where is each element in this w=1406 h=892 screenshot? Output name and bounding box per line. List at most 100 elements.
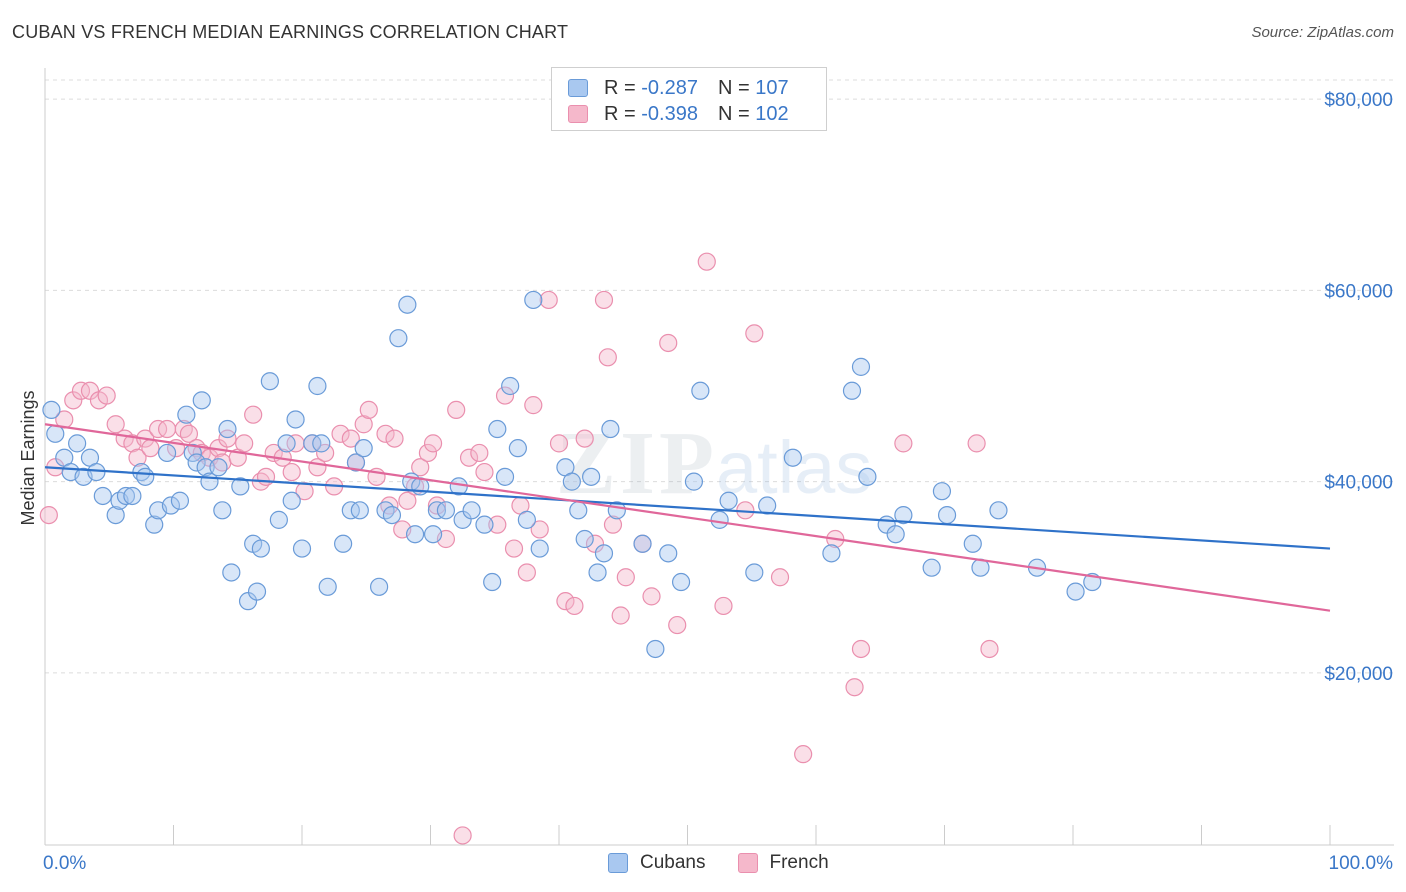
cubans-point <box>292 539 312 558</box>
bottom-legend: Cubans French <box>608 852 861 874</box>
cubans-point <box>269 510 288 529</box>
french-point <box>549 434 569 453</box>
cubans-point <box>462 501 481 520</box>
trend-lines <box>44 423 1331 612</box>
y-tick-label: $60,000 <box>1324 281 1393 302</box>
cubans-point <box>495 467 515 486</box>
source-label: Source: ZipAtlas.com <box>1251 24 1394 41</box>
french-point <box>411 458 430 477</box>
cubans-point <box>582 467 601 486</box>
cubans-point <box>196 458 215 477</box>
cubans-point <box>218 419 237 439</box>
french-point <box>794 745 813 764</box>
cubans-point <box>684 472 704 491</box>
french-point <box>770 568 790 587</box>
french-point <box>256 467 276 486</box>
legend-label-french: French <box>769 852 829 873</box>
french-swatch <box>568 105 588 123</box>
svg-text:atlas: atlas <box>716 426 872 509</box>
cubans-point <box>575 529 594 549</box>
cubans-point <box>308 376 327 396</box>
legend-label-cubans: Cubans <box>640 852 706 873</box>
cubans-swatch <box>608 853 628 873</box>
cubans-point <box>633 534 652 553</box>
cubans-point <box>517 510 536 529</box>
french-point <box>659 333 678 353</box>
french-point <box>598 348 617 367</box>
cubans-point <box>157 443 177 463</box>
cubans-point <box>277 434 296 453</box>
cubans-trend-line <box>44 466 1331 550</box>
cubans-point <box>247 582 267 601</box>
cubans-point <box>436 501 456 520</box>
cubans-point <box>501 376 520 396</box>
french-point <box>980 639 999 659</box>
french-point <box>565 596 584 616</box>
french-point <box>539 290 558 310</box>
cubans-point <box>354 439 373 458</box>
french-point <box>575 429 594 448</box>
cubans-point <box>963 534 982 553</box>
french-point <box>611 606 630 625</box>
grid-lines <box>45 79 1394 674</box>
cubans-point <box>423 525 443 544</box>
cubans-point <box>671 572 691 592</box>
french-point <box>616 568 635 587</box>
cubans-point <box>405 525 425 544</box>
cubans-point <box>508 439 527 458</box>
french-point <box>845 678 864 697</box>
cubans-point <box>858 467 877 486</box>
french-point <box>179 424 199 443</box>
cubans-point <box>161 496 181 515</box>
x-tick-label: 100.0% <box>1329 853 1394 874</box>
cubans-point <box>282 491 301 510</box>
cubans-point <box>822 544 841 563</box>
cubans-point <box>922 558 941 577</box>
cubans-point <box>222 563 241 582</box>
legend-n-label: N = <box>717 102 750 125</box>
cubans-point <box>136 467 155 486</box>
french-point <box>385 429 404 448</box>
cubans-point <box>170 491 190 510</box>
cubans-point <box>187 453 206 472</box>
cubans-point <box>937 505 957 525</box>
legend-n-label: N = <box>717 76 750 99</box>
legend-item-cubans: Cubans <box>608 852 706 874</box>
cubans-point <box>68 434 87 453</box>
french-point <box>697 252 716 271</box>
cubans-point <box>116 486 136 506</box>
french-swatch <box>737 853 758 873</box>
legend-row-cubans: R = -0.287 N = 107 <box>568 76 789 100</box>
cubans-point <box>569 501 588 520</box>
legend-r-value: -0.287 <box>641 76 698 99</box>
cubans-point <box>530 539 549 558</box>
french-point <box>470 443 489 463</box>
french-point <box>851 639 871 659</box>
french-point <box>398 491 417 510</box>
series-cubans-points <box>42 290 1102 659</box>
y-axis-label: Median Earnings <box>18 390 38 525</box>
cubans-point <box>1066 582 1085 601</box>
french-point <box>642 587 661 606</box>
y-tick-label: $20,000 <box>1324 664 1393 685</box>
cubans-point <box>209 458 228 477</box>
french-trend-line <box>44 423 1331 612</box>
cubans-point <box>524 290 543 310</box>
cubans-point <box>260 372 279 391</box>
cubans-point <box>783 448 802 467</box>
cubans-point <box>177 405 196 424</box>
cubans-point <box>382 505 402 525</box>
cubans-point <box>389 329 408 348</box>
cubans-point <box>483 572 502 592</box>
cubans-point <box>87 462 106 482</box>
cubans-point <box>646 639 665 659</box>
series-french-points <box>39 252 999 845</box>
cubans-swatch <box>568 79 588 97</box>
french-point <box>218 429 237 448</box>
cubans-point <box>691 381 710 400</box>
french-point <box>341 429 360 448</box>
cubans-point <box>145 515 164 534</box>
french-point <box>524 396 543 415</box>
legend-n-value: 107 <box>755 76 789 99</box>
cubans-point <box>213 501 232 520</box>
